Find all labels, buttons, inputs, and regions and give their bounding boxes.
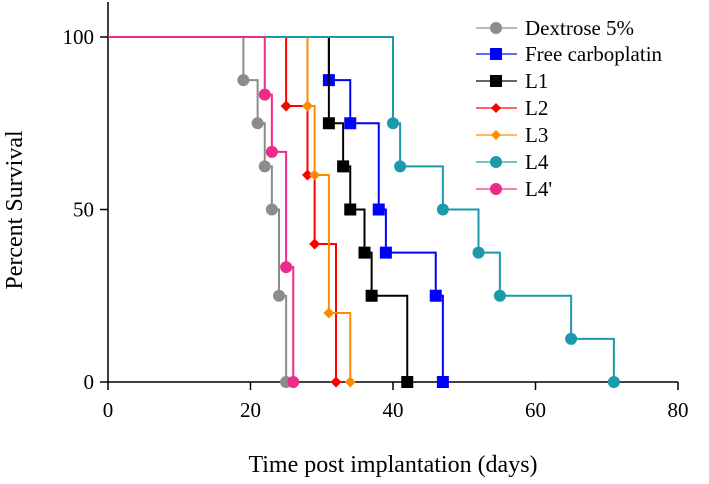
y-tick-label: 50 xyxy=(73,198,94,222)
series-l4 xyxy=(108,36,620,388)
legend-item: L4' xyxy=(476,177,552,201)
data-point xyxy=(309,169,321,181)
data-point xyxy=(322,117,335,130)
legend-item: L4 xyxy=(476,150,549,174)
data-point xyxy=(302,169,313,181)
data-point xyxy=(607,376,620,388)
x-tick-label: 0 xyxy=(103,398,114,422)
data-point xyxy=(436,376,449,388)
data-point xyxy=(490,183,502,195)
legend-label: L2 xyxy=(525,96,548,120)
data-point xyxy=(493,289,506,302)
data-point xyxy=(251,117,264,130)
data-point xyxy=(344,203,357,216)
legend-item: Dextrose 5% xyxy=(476,16,634,40)
data-point xyxy=(258,88,271,101)
data-point xyxy=(490,48,502,60)
data-point xyxy=(491,103,501,113)
series-l3 xyxy=(108,36,356,388)
data-point xyxy=(323,307,335,319)
data-point xyxy=(287,376,300,388)
x-tick-label: 80 xyxy=(668,398,689,422)
data-point xyxy=(472,246,485,259)
series-line xyxy=(108,36,288,382)
series-l4- xyxy=(108,36,300,388)
data-point xyxy=(280,100,292,112)
x-tick-label: 20 xyxy=(240,398,261,422)
data-point xyxy=(365,289,378,302)
legend-label: Dextrose 5% xyxy=(525,16,634,40)
series-l1 xyxy=(108,36,414,388)
data-point xyxy=(401,376,414,388)
data-point xyxy=(344,117,357,130)
series-line xyxy=(108,36,337,382)
plot-area xyxy=(108,36,620,388)
data-point xyxy=(309,238,321,250)
x-tick-label: 40 xyxy=(383,398,404,422)
data-point xyxy=(273,289,285,302)
data-point xyxy=(358,246,371,259)
legend-label: L3 xyxy=(525,123,548,147)
legend-item: Free carboplatin xyxy=(476,42,663,66)
data-point xyxy=(258,160,271,173)
data-point xyxy=(337,160,350,173)
legend-label: L4 xyxy=(525,150,549,174)
data-point xyxy=(237,74,250,87)
legend-item: L2 xyxy=(476,96,548,120)
series-dextrose-5- xyxy=(108,36,293,388)
y-tick-label: 0 xyxy=(84,370,95,394)
y-tick-label: 100 xyxy=(63,25,95,49)
data-point xyxy=(429,289,442,302)
axes: 0 20 40 60 80 0 50 100 xyxy=(63,2,689,422)
data-point xyxy=(302,100,313,112)
data-point xyxy=(387,117,399,130)
data-point xyxy=(265,203,278,216)
legend-label: L4' xyxy=(525,177,552,201)
legend-label: L1 xyxy=(525,69,548,93)
data-point xyxy=(344,376,356,388)
data-point xyxy=(265,145,278,158)
data-point xyxy=(330,376,342,388)
legend-item: L3 xyxy=(476,123,548,147)
data-point xyxy=(394,160,407,173)
legend-item: L1 xyxy=(476,69,548,93)
data-point xyxy=(491,130,501,140)
data-point xyxy=(280,261,293,274)
data-point xyxy=(379,246,392,259)
legend: Dextrose 5%Free carboplatin L1 L2 L3 L4 L4' xyxy=(476,16,663,201)
data-point xyxy=(490,22,502,34)
data-point xyxy=(490,156,502,168)
x-axis-label: Time post implantation (days) xyxy=(248,452,537,478)
data-point xyxy=(565,332,578,345)
data-point xyxy=(372,203,385,216)
legend-label: Free carboplatin xyxy=(525,42,663,66)
series-l2 xyxy=(108,36,342,388)
y-axis-label: Percent Survival xyxy=(2,130,28,290)
data-point xyxy=(490,75,502,87)
data-point xyxy=(436,203,449,216)
x-tick-label: 60 xyxy=(525,398,546,422)
